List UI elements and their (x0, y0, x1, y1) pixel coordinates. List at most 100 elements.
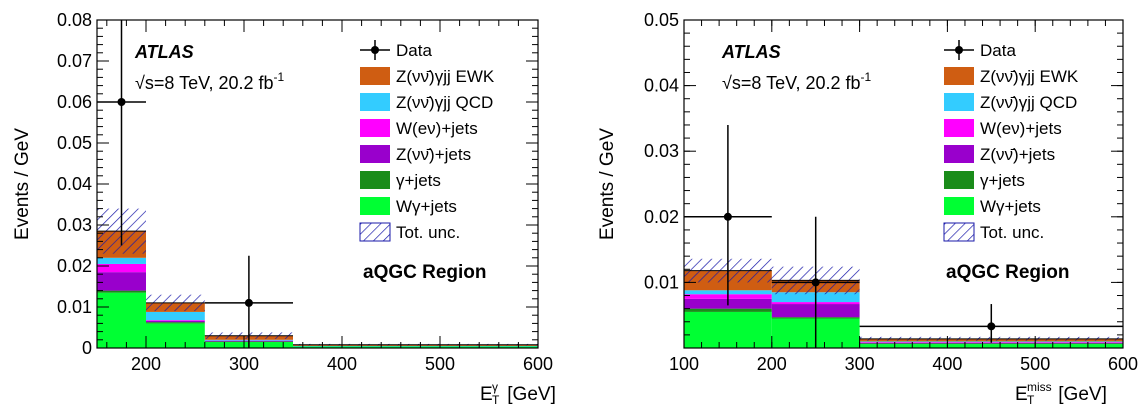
y-tick-label: 0.07 (57, 51, 92, 71)
experiment-label: ATLAS (134, 42, 194, 62)
x-tick-label: 500 (1020, 354, 1050, 374)
legend-entry-ewk: Z(νν̄)γjj EWK (944, 67, 1079, 86)
y-tick-label: 0.02 (644, 207, 679, 227)
bar-znunu-bin2 (859, 342, 1123, 344)
bar-wgjets-bin3 (293, 346, 538, 348)
legend-swatch-wgjets (944, 197, 974, 215)
legend-swatch-gjets (360, 171, 390, 189)
legend-entry-ewk: Z(νν̄)γjj EWK (360, 67, 495, 86)
left-chart-panel: 0 0.01 0.02 0.03 0.04 0.05 0.06 0.07 0.08 200 300 4… (12, 10, 556, 407)
legend-data-marker (955, 46, 963, 54)
x-axis-label: ETγ [GeV] (480, 380, 556, 407)
bar-gjets-bin1 (146, 322, 205, 324)
legend-swatch-znunu (360, 145, 390, 163)
bar-qcd-bin3 (293, 345, 538, 347)
data-point-2 (987, 322, 996, 331)
legend-swatch-qcd (360, 93, 390, 111)
x-axis-label-unit: [GeV] (502, 384, 556, 405)
y-axis-label: Events / GeV (12, 128, 33, 240)
y-tick-label: 0.01 (57, 297, 92, 317)
legend-label: Wγ+jets (396, 197, 457, 216)
y-tick-label: 0.04 (57, 174, 92, 194)
legend-entry-wgjets: Wγ+jets (360, 197, 457, 216)
x-axis-label-sup: γ (492, 380, 498, 394)
legend-label: Z(νν̄)γjj QCD (980, 93, 1077, 112)
legend-label: W(eν)+jets (396, 119, 478, 138)
x-tick-label: 200 (757, 354, 787, 374)
legend-label: Data (396, 41, 432, 60)
energy-lumi-label: √s=8 TeV, 20.2 fb-1 (722, 70, 871, 93)
x-axis-label-unit: [GeV] (1053, 384, 1107, 405)
energy-lumi-text: √s=8 TeV, 20.2 fb (722, 73, 861, 93)
x-axis-label: ETmiss [GeV] (1015, 380, 1107, 407)
x-tick-label: 300 (845, 354, 875, 374)
y-tick-label: 0.03 (644, 141, 679, 161)
right-chart-panel: 0.01 0.02 0.03 0.04 0.05 100 200 300 400 500 600 Ev… (597, 10, 1138, 407)
x-tick-label: 200 (131, 354, 161, 374)
legend-label: Tot. unc. (396, 223, 460, 242)
legend-entry-wgjets: Wγ+jets (944, 197, 1041, 216)
legend-swatch-wenu (360, 119, 390, 137)
legend-entry-unc: Tot. unc. (943, 222, 1044, 242)
bar-qcd-bin0 (97, 257, 146, 264)
bar-wenu-bin1 (146, 320, 205, 321)
bar-znunu-bin0 (97, 272, 146, 291)
legend-label: Tot. unc. (980, 223, 1044, 242)
data-point-1 (244, 298, 253, 307)
legend-entry-wenu: W(eν)+jets (944, 119, 1062, 138)
data-point-1 (811, 278, 820, 287)
legend-swatch-qcd (944, 93, 974, 111)
legend-data-marker (371, 46, 379, 54)
legend-swatch-wenu (944, 119, 974, 137)
legend-swatch-unc (943, 222, 975, 242)
legend-swatch-ewk (360, 67, 390, 85)
legend-swatch-znunu (944, 145, 974, 163)
y-axis-label: Events / GeV (597, 128, 618, 240)
x-tick-label: 100 (669, 354, 699, 374)
energy-lumi-sup: -1 (274, 70, 285, 84)
y-tick-label: 0.05 (644, 10, 679, 30)
legend-entry-unc: Tot. unc. (359, 222, 460, 242)
legend-swatch-unc (359, 222, 391, 242)
x-tick-label: 400 (932, 354, 962, 374)
legend-entry-qcd: Z(νν̄)γjj QCD (360, 93, 493, 112)
x-tick-label: 500 (425, 354, 455, 374)
legend-swatch-ewk (944, 67, 974, 85)
bar-wenu-bin0 (97, 263, 146, 273)
energy-lumi-text: √s=8 TeV, 20.2 fb (135, 73, 274, 93)
experiment-label: ATLAS (721, 42, 781, 62)
legend-entry-wenu: W(eν)+jets (360, 119, 478, 138)
energy-lumi-sup: -1 (861, 70, 872, 84)
legend-label: Wγ+jets (980, 197, 1041, 216)
x-axis-label-sub: T (492, 393, 500, 407)
bar-znunu-bin1 (146, 320, 205, 323)
legend-entry-gjets: γ+jets (944, 171, 1025, 190)
x-tick-label: 600 (1108, 354, 1138, 374)
x-tick-label: 300 (229, 354, 259, 374)
region-label: aQGC Region (946, 262, 1070, 283)
bar-gjets-bin0 (684, 308, 772, 312)
bar-wgjets-bin2 (859, 344, 1123, 348)
bar-qcd-bin1 (146, 311, 205, 321)
energy-lumi-label: √s=8 TeV, 20.2 fb-1 (135, 70, 284, 93)
legend-entry-znunu: Z(νν̄)+jets (360, 145, 471, 164)
legend-swatch-gjets (944, 171, 974, 189)
region-label: aQGC Region (363, 262, 487, 283)
legend-label: Z(νν̄)γjj QCD (396, 93, 493, 112)
y-tick-label: 0.08 (57, 10, 92, 30)
legend-swatch-wgjets (360, 197, 390, 215)
x-tick-label: 600 (523, 354, 553, 374)
legend-entry-data: Data (944, 40, 1016, 60)
x-axis-label-sub: T (1027, 393, 1035, 407)
x-tick-label: 400 (327, 354, 357, 374)
legend-label: Data (980, 41, 1016, 60)
y-tick-label: 0.03 (57, 215, 92, 235)
legend-label: Z(νν̄)γjj EWK (396, 67, 495, 86)
x-axis-label-main: E (480, 384, 493, 405)
y-tick-label: 0.05 (57, 133, 92, 153)
legend-entry-qcd: Z(νν̄)γjj QCD (944, 93, 1077, 112)
y-tick-label: 0 (82, 338, 92, 358)
bar-gjets-bin0 (97, 290, 146, 293)
x-axis-label-sup: miss (1027, 380, 1052, 394)
